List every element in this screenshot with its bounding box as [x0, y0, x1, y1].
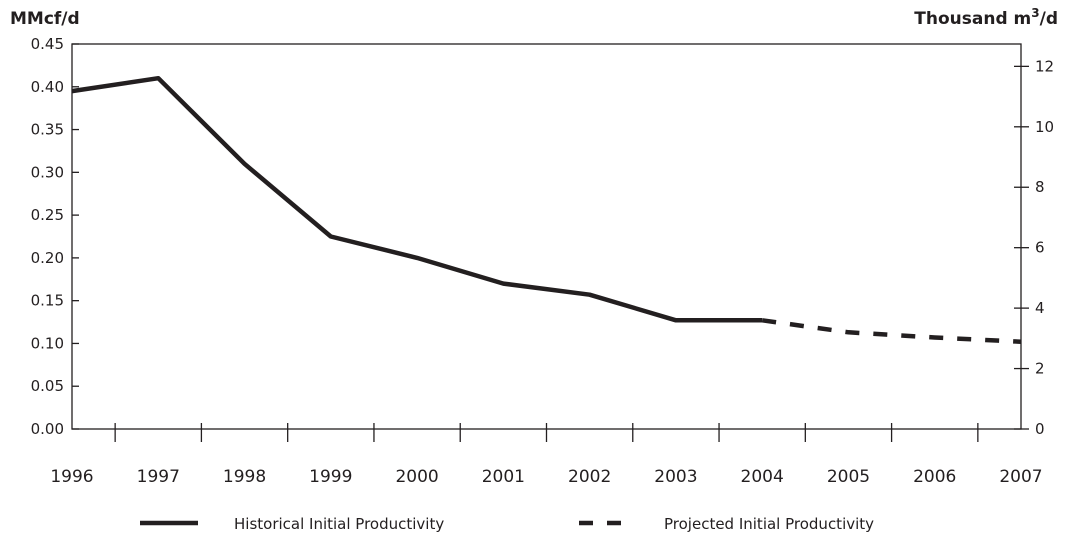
right-tick-label: 12 [1035, 57, 1054, 75]
x-tick-label: 2004 [741, 467, 784, 487]
projected-productivity-line [761, 318, 1022, 344]
series-layer [71, 75, 1022, 344]
right-tick-label: 4 [1035, 299, 1045, 317]
right-axis-unit-label: Thousand m3/d [914, 6, 1058, 29]
plot-frame [71, 43, 1022, 430]
historical-productivity-line [71, 75, 763, 323]
left-tick-label: 0.35 [31, 121, 64, 139]
right-tick-label: 8 [1035, 178, 1045, 196]
legend-projected-label: Projected Initial Productivity [664, 515, 874, 533]
x-axis: 1996 1997 1998 1999 2000 2001 2002 2003 2004 2005… [50, 423, 1043, 487]
left-tick-label: 0.45 [31, 35, 64, 53]
x-tick-label: 1996 [50, 467, 93, 487]
left-tick-label: 0.40 [31, 78, 64, 96]
left-tick-label: 0.15 [31, 292, 64, 310]
x-tick-label: 2001 [482, 467, 525, 487]
left-tick-label: 0.25 [31, 206, 64, 224]
left-tick-label: 0.00 [31, 420, 64, 438]
legend-historical-label: Historical Initial Productivity [234, 515, 444, 533]
x-tick-label: 2005 [827, 467, 870, 487]
right-tick-label: 6 [1035, 239, 1045, 257]
x-tick-label: 2003 [654, 467, 697, 487]
left-tick-label: 0.05 [31, 377, 64, 395]
right-axis-unit-prefix: Thousand m [914, 9, 1031, 29]
right-tick-label: 2 [1035, 360, 1045, 378]
right-axis-unit-suffix: /d [1040, 9, 1058, 29]
x-tick-label: 2007 [999, 467, 1042, 487]
x-tick-label: 1998 [223, 467, 266, 487]
left-tick-label: 0.30 [31, 163, 64, 181]
x-tick-label: 2006 [913, 467, 956, 487]
right-tick-label: 10 [1035, 118, 1054, 136]
right-axis-unit-superscript: 3 [1031, 6, 1039, 20]
x-tick-label: 2002 [568, 467, 611, 487]
left-tick-label: 0.10 [31, 334, 64, 352]
x-tick-label: 1997 [137, 467, 180, 487]
left-axis: 0.00 0.05 0.10 0.15 0.20 0.25 0.30 0.35 0.40 0.45 [31, 35, 79, 438]
x-tick-label: 1999 [309, 467, 352, 487]
left-tick-label: 0.20 [31, 249, 64, 267]
right-axis: 0 2 4 6 8 10 12 [1014, 57, 1054, 438]
right-tick-label: 0 [1035, 420, 1045, 438]
left-axis-unit-label: MMcf/d [10, 9, 80, 29]
x-tick-label: 2000 [395, 467, 438, 487]
legend: Historical Initial Productivity Projecte… [140, 515, 874, 533]
